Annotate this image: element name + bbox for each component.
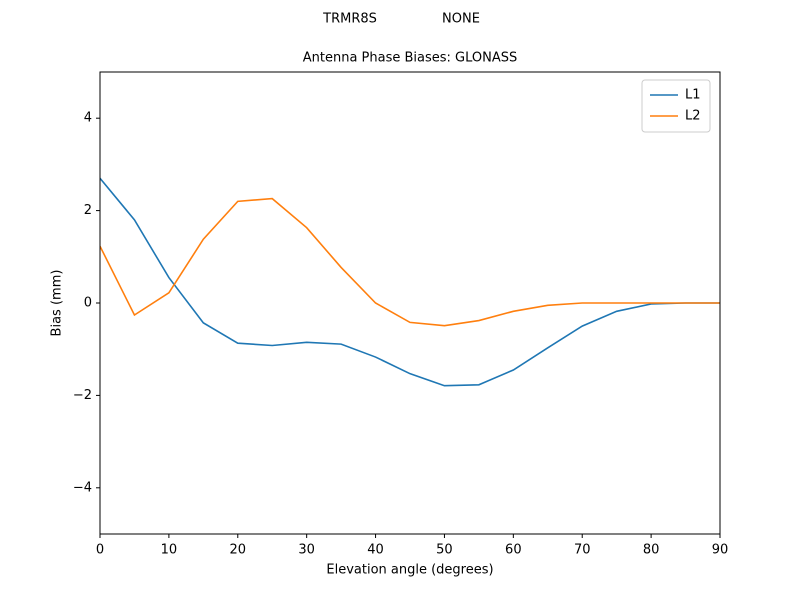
legend-label: L1	[685, 88, 701, 103]
y-tick-label: −4	[73, 480, 92, 495]
line-series	[100, 177, 720, 387]
x-tick-label: 70	[574, 543, 591, 558]
x-tick-label: 30	[298, 543, 315, 558]
y-tick-label: 2	[84, 203, 92, 218]
y-axis-label: Bias (mm)	[50, 270, 65, 337]
x-tick-label: 40	[367, 543, 384, 558]
x-tick-label: 20	[230, 543, 247, 558]
x-tick-label: 10	[161, 543, 178, 558]
x-tick-label: 0	[96, 543, 104, 558]
x-tick-label: 60	[505, 543, 522, 558]
chart-title: Antenna Phase Biases: GLONASS	[303, 51, 518, 66]
suptitle-right: NONE	[442, 12, 480, 27]
plot-frame	[99, 71, 721, 535]
x-tick-label: 80	[643, 543, 660, 558]
x-axis-label: Elevation angle (degrees)	[326, 563, 493, 578]
y-tick-label: 0	[84, 296, 92, 311]
x-tick-label: 50	[436, 543, 453, 558]
x-tick-label: 90	[712, 543, 729, 558]
y-tick-label: −2	[73, 388, 92, 403]
line-series	[100, 197, 720, 327]
y-tick-label: 4	[84, 111, 92, 126]
legend-box	[641, 79, 711, 133]
legend-label: L2	[685, 109, 701, 124]
suptitle-left: TRMR8S	[322, 12, 377, 27]
